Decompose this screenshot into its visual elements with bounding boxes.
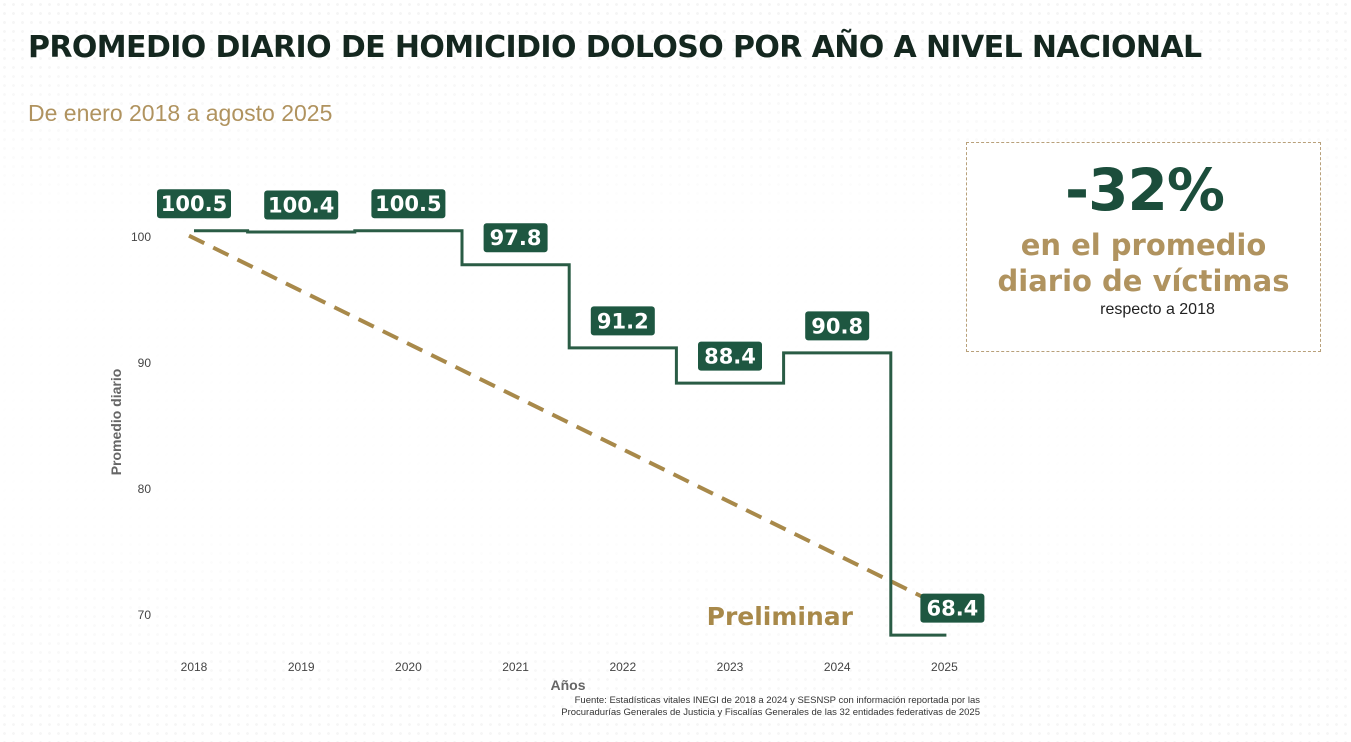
data-label: 88.4: [698, 341, 762, 371]
x-tick-label: 2023: [717, 660, 744, 674]
data-label-text: 88.4: [704, 345, 756, 369]
data-label-box: [805, 311, 870, 341]
data-label-text: 68.4: [926, 597, 978, 621]
y-tick-label: 90: [138, 356, 152, 370]
data-label-box: [157, 189, 231, 219]
data-label-box: [264, 190, 339, 220]
x-tick-label: 2020: [395, 660, 422, 674]
data-label-text: 100.5: [375, 192, 441, 216]
x-tick-label: 2024: [824, 660, 851, 674]
callout-line-1: en el promedio: [1020, 228, 1267, 262]
series-step-line: [194, 229, 947, 637]
source-line-2: Procuradurías Generales de Justicia y Fi…: [561, 707, 980, 718]
y-axis-title: Promedio diario: [108, 369, 124, 476]
trend-arrow-line: [188, 233, 941, 607]
x-tick-label: 2018: [181, 660, 208, 674]
source-line-1: Fuente: Estadísticas vitales INEGI de 20…: [574, 695, 980, 706]
callout-line-3: respecto a 2018: [1100, 301, 1215, 318]
data-label-text: 97.8: [490, 226, 542, 250]
data-label-box: [698, 341, 762, 371]
data-label: 100.5: [157, 189, 231, 219]
callout-percent: -32%: [1065, 156, 1225, 224]
source-note: Fuente: Estadísticas vitales INEGI de 20…: [500, 695, 980, 719]
preliminar-annotation: Preliminar: [707, 602, 854, 631]
y-tick-label: 80: [138, 482, 152, 496]
data-label-box: [920, 593, 985, 623]
y-tick-label: 100: [131, 230, 151, 244]
x-tick-label: 2021: [502, 660, 529, 674]
callout-line-2: diario de víctimas: [997, 264, 1290, 298]
x-tick-label: 2022: [609, 660, 636, 674]
summary-callout: -32% en el promedio diario de víctimas r…: [966, 142, 1321, 352]
page-title: PROMEDIO DIARIO DE HOMICIDIO DOLOSO POR …: [28, 30, 1202, 65]
data-label-text: 100.4: [268, 193, 334, 217]
x-tick-label: 2019: [288, 660, 315, 674]
data-label-box: [590, 306, 655, 336]
data-label-box: [371, 189, 446, 219]
x-axis-title: Años: [551, 677, 586, 693]
data-label: 100.5: [371, 189, 446, 219]
data-label-text: 100.5: [161, 192, 227, 216]
x-tick-label: 2025: [931, 660, 958, 674]
data-label: 91.2: [590, 306, 655, 336]
data-label-box: [483, 223, 548, 253]
data-label-text: 90.8: [811, 314, 863, 338]
page-subtitle: De enero 2018 a agosto 2025: [28, 100, 333, 126]
data-label: 100.4: [264, 190, 339, 220]
y-tick-label: 70: [138, 608, 152, 622]
data-label-text: 91.2: [597, 309, 649, 333]
data-label: 90.8: [805, 311, 870, 341]
data-label: 97.8: [483, 223, 548, 253]
data-label: 68.4: [920, 593, 985, 623]
